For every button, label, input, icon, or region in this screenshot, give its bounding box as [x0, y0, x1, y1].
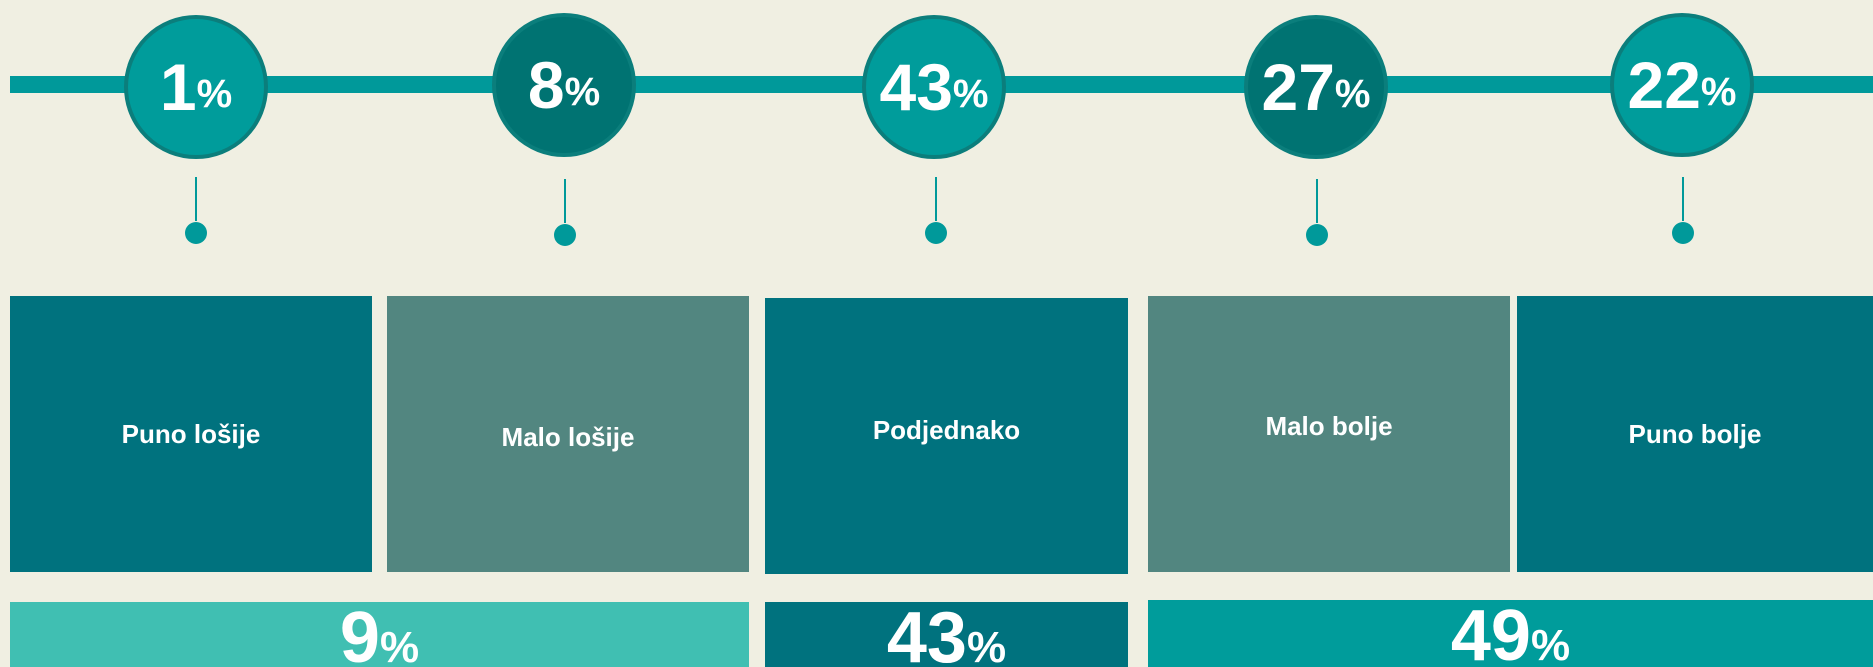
step-number: 8 [527, 48, 565, 122]
category-label: Puno lošije [121, 418, 261, 449]
stem [1682, 177, 1684, 221]
step-number: 43 [879, 50, 953, 124]
category-box: Puno bolje [1517, 296, 1873, 572]
group-unit: % [1530, 621, 1571, 667]
step-circle: 27% [1244, 15, 1388, 159]
step-unit: % [1700, 70, 1737, 114]
step-circle: 43% [862, 15, 1006, 159]
category-label: Podjednako [872, 414, 1021, 445]
step-unit: % [952, 72, 989, 116]
stem [195, 177, 197, 221]
stem [564, 179, 566, 223]
step-circle: 1% [124, 15, 268, 159]
category-box: Malo lošije [387, 296, 749, 572]
dot [925, 222, 947, 244]
step-unit: % [564, 70, 601, 114]
dot [185, 222, 207, 244]
stem [935, 177, 937, 221]
category-label: Malo lošije [501, 421, 635, 452]
group-bar: 43% [765, 602, 1128, 667]
category-label: Malo bolje [1265, 410, 1393, 441]
category-box: Malo bolje [1148, 296, 1510, 572]
step-unit: % [196, 72, 233, 116]
group-number: 43 [886, 602, 967, 667]
dot [1306, 224, 1328, 246]
dot [1672, 222, 1694, 244]
group-unit: % [966, 623, 1007, 667]
category-label: Puno bolje [1628, 418, 1762, 449]
stem [1316, 179, 1318, 223]
step-number: 27 [1261, 50, 1335, 124]
group-number: 9 [339, 602, 380, 667]
group-number: 49 [1450, 600, 1531, 667]
step-number: 1 [159, 50, 197, 124]
step-circle: 8% [492, 13, 636, 157]
dot [554, 224, 576, 246]
step-circle: 22% [1610, 13, 1754, 157]
group-bar: 49% [1148, 600, 1873, 667]
step-number: 22 [1627, 48, 1701, 122]
category-box: Puno lošije [10, 296, 372, 572]
category-box: Podjednako [765, 298, 1128, 574]
group-bar: 9% [10, 602, 749, 667]
group-unit: % [379, 623, 420, 667]
step-unit: % [1334, 72, 1371, 116]
